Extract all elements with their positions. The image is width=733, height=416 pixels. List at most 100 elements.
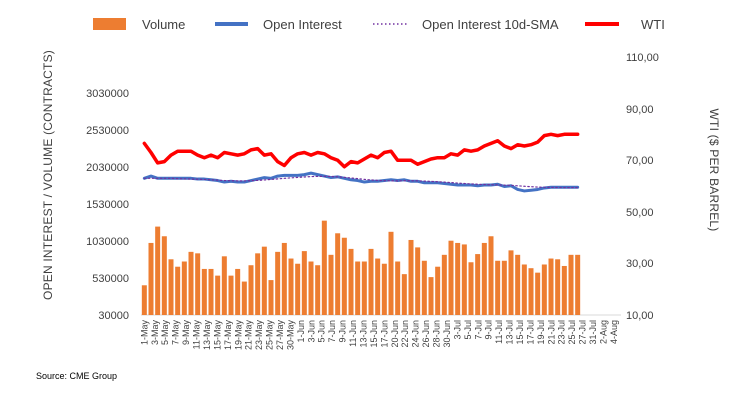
x-tick-label: 17-Jun bbox=[379, 320, 389, 348]
x-tick-label: 25-May bbox=[265, 320, 275, 351]
x-tick-label: 21-May bbox=[244, 320, 254, 351]
volume-bar bbox=[261, 246, 267, 315]
y-left-tick: 1030000 bbox=[86, 236, 129, 248]
x-tick-label: 24-Jun bbox=[411, 320, 421, 348]
volume-bar bbox=[441, 254, 447, 315]
volume-bar bbox=[235, 268, 241, 315]
volume-bar bbox=[435, 266, 441, 315]
x-tick-label: 9-May bbox=[181, 320, 191, 346]
volume-bar bbox=[528, 268, 534, 315]
x-tick-label: 15-Jun bbox=[369, 320, 379, 348]
x-tick-label: 13-Jun bbox=[358, 320, 368, 348]
y-left-tick: 30000 bbox=[98, 310, 129, 322]
volume-bar bbox=[301, 251, 307, 315]
x-tick-label: 7-Jul bbox=[473, 320, 483, 340]
x-tick-label: 1-Jun bbox=[296, 320, 306, 343]
volume-bar bbox=[195, 253, 201, 315]
x-tick-label: 22-Jun bbox=[400, 320, 410, 348]
x-tick-label: 30-Jun bbox=[442, 320, 452, 348]
x-tick-label: 9-Jun bbox=[338, 320, 348, 343]
volume-bar bbox=[475, 254, 481, 315]
x-tick-label: 5-Jun bbox=[317, 320, 327, 343]
volume-bar bbox=[328, 254, 334, 315]
x-tick-label: 21-Jul bbox=[546, 320, 556, 345]
x-tick-label: 2-Aug bbox=[598, 320, 608, 344]
x-tick-label: 26-Jun bbox=[421, 320, 431, 348]
x-tick-label: 13-May bbox=[202, 320, 212, 351]
volume-bar bbox=[575, 254, 581, 315]
volume-bar bbox=[208, 268, 214, 315]
x-tick-label: 11-Jun bbox=[348, 320, 358, 347]
volume-bar bbox=[555, 259, 561, 315]
volume-bar bbox=[248, 265, 254, 315]
x-tick-label: 5-Jul bbox=[463, 320, 473, 340]
volume-bar bbox=[268, 280, 274, 315]
y-right-tick: 70,00 bbox=[626, 155, 654, 167]
y-right-tick: 30,00 bbox=[626, 258, 654, 270]
volume-bar bbox=[421, 260, 427, 315]
x-tick-label: 7-Jun bbox=[327, 320, 337, 343]
volume-bar bbox=[368, 248, 374, 315]
volume-bar bbox=[415, 247, 421, 315]
y-left-tick: 3030000 bbox=[86, 88, 129, 100]
x-tick-label: 4-Aug bbox=[609, 320, 619, 344]
volume-bar bbox=[515, 254, 521, 315]
volume-bar bbox=[395, 261, 401, 315]
volume-bar bbox=[228, 275, 234, 315]
y-left-tick: 2030000 bbox=[86, 162, 129, 174]
volume-bar bbox=[348, 248, 354, 315]
plot-area: 1-May 3-May 5-May 7-May 9-May 11-May 13-May 15-… bbox=[139, 132, 621, 351]
volume-bar bbox=[155, 226, 161, 315]
legend: Volume Open Interest Open Interest 10d-S… bbox=[93, 17, 665, 32]
volume-bar bbox=[508, 250, 514, 315]
x-tick-label: 20-Jun bbox=[390, 320, 400, 348]
volume-bar bbox=[468, 262, 474, 315]
volume-bar bbox=[401, 274, 407, 315]
volume-bar bbox=[148, 242, 154, 315]
x-tick-label: 15-May bbox=[212, 320, 222, 351]
x-tick-label: 19-May bbox=[233, 320, 243, 351]
wti-line bbox=[142, 132, 580, 169]
volume-bar bbox=[141, 285, 147, 315]
x-tick-label: 5-May bbox=[160, 320, 170, 346]
x-tick-label: 17-Jul bbox=[525, 320, 535, 345]
x-tick-label: 7-May bbox=[171, 320, 181, 346]
volume-bar bbox=[521, 264, 527, 315]
volume-bar bbox=[461, 244, 467, 315]
volume-bar bbox=[201, 268, 207, 315]
y-right-axis-title: WTI ($ PER BARREL) bbox=[707, 109, 721, 232]
x-tick-label: 27-Jul bbox=[578, 320, 588, 345]
volume-bar bbox=[361, 261, 367, 315]
open-interest-line bbox=[142, 171, 580, 193]
y-left-tick: 530000 bbox=[92, 273, 129, 285]
volume-bar bbox=[175, 266, 181, 315]
x-tick-label: 9-Jul bbox=[484, 320, 494, 340]
volume-bar bbox=[168, 259, 174, 315]
volume-bar bbox=[481, 242, 487, 315]
x-tick-label: 11-May bbox=[192, 320, 202, 350]
y-right-tick: 110,00 bbox=[626, 52, 659, 64]
volume-bars bbox=[141, 220, 581, 315]
x-tick-label: 17-May bbox=[223, 320, 233, 351]
volume-bar bbox=[161, 236, 167, 315]
x-tick-label: 15-Jul bbox=[515, 320, 525, 345]
volume-bar bbox=[215, 275, 221, 315]
volume-bar bbox=[561, 265, 567, 315]
volume-bar bbox=[188, 251, 194, 315]
volume-bar bbox=[388, 231, 394, 315]
volume-bar bbox=[455, 242, 461, 315]
x-tick-label: 23-May bbox=[254, 320, 264, 351]
volume-bar bbox=[181, 261, 187, 315]
volume-bar bbox=[308, 261, 314, 315]
volume-bar bbox=[288, 258, 294, 315]
y-right-tick: 90,00 bbox=[626, 104, 654, 116]
legend-wti-label: WTI bbox=[641, 17, 665, 32]
volume-bar bbox=[321, 220, 327, 315]
x-tick-label: 13-Jul bbox=[505, 320, 515, 345]
y-right-tick: 50,00 bbox=[626, 207, 654, 219]
open-interest-10d-sma-line bbox=[143, 175, 579, 189]
series-lines bbox=[142, 132, 580, 193]
x-tick-label: 3-May bbox=[150, 320, 160, 346]
volume-bar bbox=[355, 261, 361, 315]
